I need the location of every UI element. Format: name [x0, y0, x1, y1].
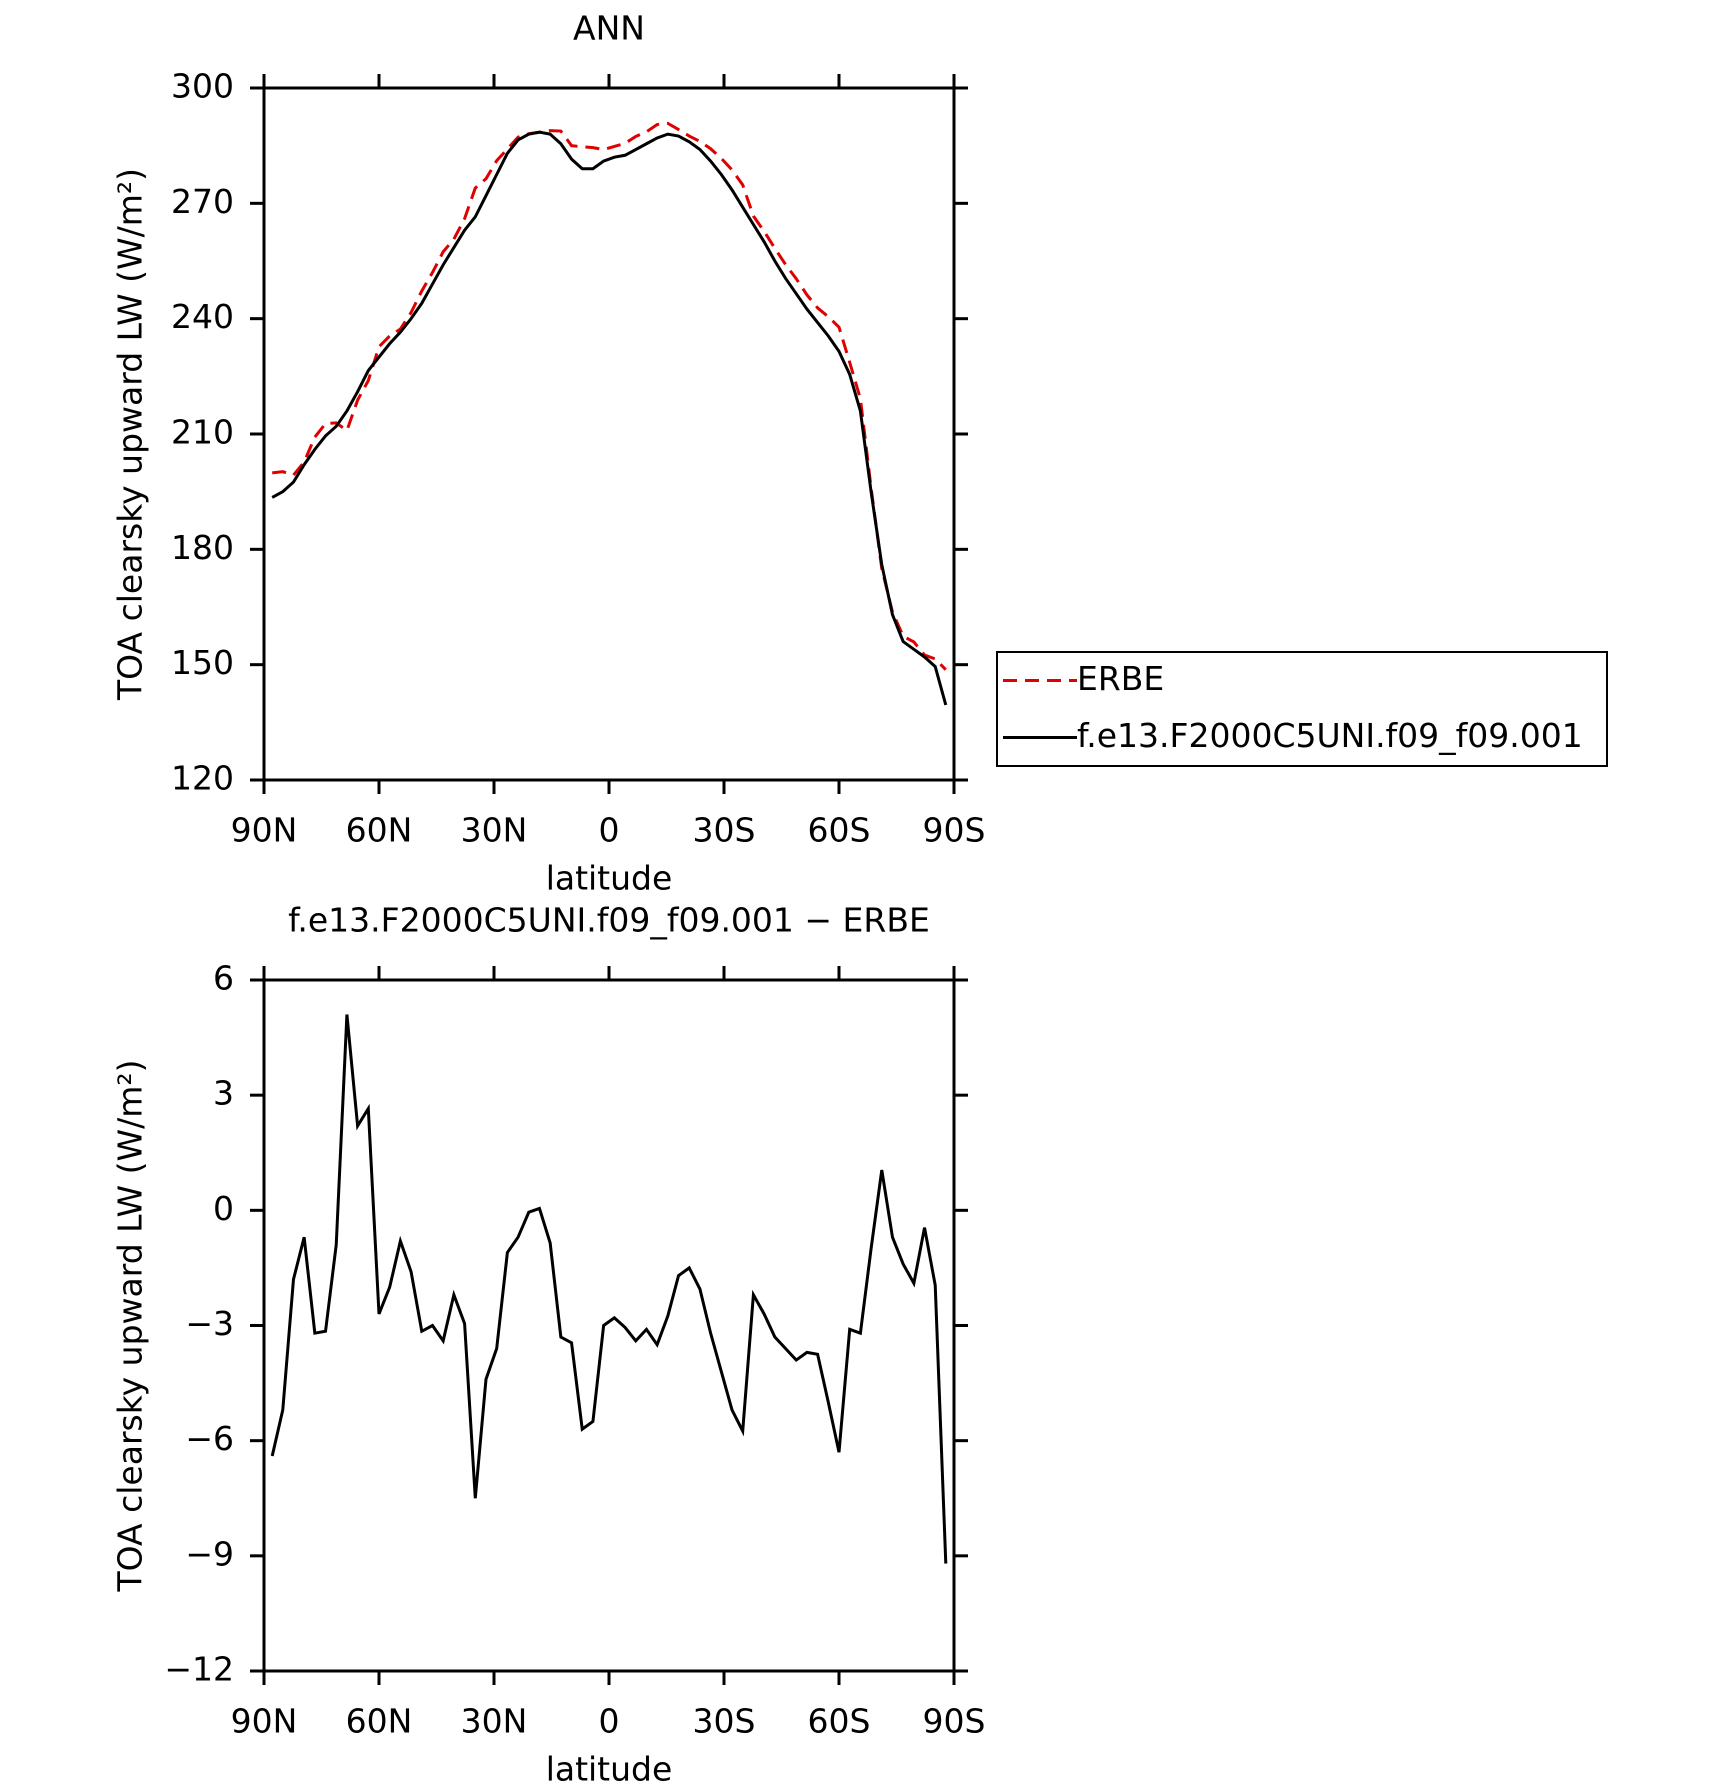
- x-tick-label: 90N: [231, 1702, 298, 1741]
- plot-frame: [262, 86, 956, 782]
- y-tick-label: 3: [213, 1074, 234, 1113]
- x-tick-label: 90S: [923, 811, 986, 850]
- x-tick-label: 60S: [808, 1702, 871, 1741]
- y-tick-label: −6: [185, 1419, 234, 1458]
- y-tick-label: 270: [171, 182, 234, 221]
- data-line: [271, 130, 948, 706]
- y-axis-label: TOA clearsky upward LW (W/m²): [111, 168, 150, 701]
- x-tick-label: 60N: [346, 811, 413, 850]
- x-tick-label: 30N: [461, 811, 528, 850]
- chart-title: f.e13.F2000C5UNI.f09_f09.001 − ERBE: [288, 901, 930, 940]
- y-tick-label: 300: [171, 67, 234, 106]
- legend-label: ERBE: [1077, 659, 1164, 698]
- x-tick-label: 30S: [693, 1702, 756, 1741]
- x-tick-label: 0: [599, 811, 620, 850]
- x-tick-label: 30S: [693, 811, 756, 850]
- legend-box: [996, 651, 1608, 767]
- y-tick-label: 150: [171, 643, 234, 682]
- x-tick-label: 90N: [231, 811, 298, 850]
- chart-title: ANN: [573, 9, 645, 48]
- y-tick-label: −9: [185, 1534, 234, 1573]
- x-axis-label: latitude: [546, 1750, 673, 1783]
- legend-label: f.e13.F2000C5UNI.f09_f09.001: [1077, 716, 1583, 755]
- y-axis-label: TOA clearsky upward LW (W/m²): [111, 1059, 150, 1592]
- x-tick-label: 0: [599, 1702, 620, 1741]
- x-tick-label: 60N: [346, 1702, 413, 1741]
- y-tick-label: 180: [171, 528, 234, 567]
- data-line: [270, 1014, 948, 1564]
- data-line: [272, 121, 947, 671]
- x-axis-label: latitude: [546, 859, 673, 898]
- y-tick-label: −3: [185, 1304, 234, 1343]
- y-tick-label: 240: [171, 297, 234, 336]
- y-tick-label: −12: [164, 1650, 234, 1689]
- y-tick-label: 210: [171, 413, 234, 452]
- y-tick-label: 0: [213, 1189, 234, 1228]
- y-tick-label: 6: [213, 959, 234, 998]
- x-tick-label: 60S: [808, 811, 871, 850]
- y-tick-label: 120: [171, 759, 234, 798]
- x-tick-label: 90S: [923, 1702, 986, 1741]
- x-tick-label: 30N: [461, 1702, 528, 1741]
- plot-frame: [262, 978, 956, 1673]
